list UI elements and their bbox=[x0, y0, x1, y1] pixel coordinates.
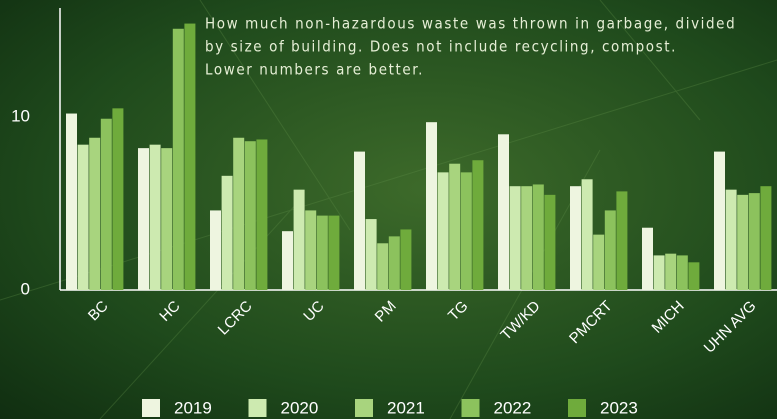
y-tick-label: 10 bbox=[11, 106, 30, 125]
bar bbox=[472, 160, 484, 290]
bar bbox=[509, 186, 521, 290]
legend-swatch bbox=[248, 399, 267, 417]
bar bbox=[426, 122, 437, 290]
bar bbox=[77, 144, 89, 290]
bar bbox=[760, 186, 772, 290]
bar bbox=[688, 262, 700, 290]
bar bbox=[449, 163, 461, 290]
legend-label: 2019 bbox=[174, 398, 212, 417]
bar bbox=[676, 255, 688, 290]
bar bbox=[184, 23, 196, 290]
legend-swatch bbox=[355, 399, 373, 417]
bar bbox=[282, 231, 293, 290]
bar bbox=[161, 148, 173, 290]
legend-label: 2021 bbox=[387, 398, 425, 417]
bar bbox=[305, 210, 317, 290]
bar bbox=[653, 255, 665, 290]
bar bbox=[593, 234, 605, 290]
bar bbox=[642, 227, 653, 290]
bar bbox=[316, 215, 328, 290]
legend-label: 2020 bbox=[281, 398, 319, 417]
bar bbox=[725, 189, 737, 290]
chart-title: by size of building. Does not include re… bbox=[205, 38, 677, 56]
bar bbox=[233, 137, 245, 290]
bar bbox=[244, 141, 256, 290]
chart-title: How much non-hazardous waste was thrown … bbox=[205, 15, 736, 33]
legend-label: 2023 bbox=[600, 398, 638, 417]
bar bbox=[748, 193, 760, 290]
bar bbox=[388, 236, 400, 290]
bar bbox=[221, 175, 233, 290]
bar bbox=[172, 28, 184, 290]
bar bbox=[210, 210, 221, 290]
bar bbox=[521, 186, 533, 290]
legend-swatch bbox=[568, 399, 586, 417]
bar bbox=[377, 243, 389, 290]
bar bbox=[737, 194, 749, 290]
bar bbox=[293, 189, 305, 290]
bar bbox=[616, 191, 628, 290]
bar bbox=[149, 144, 161, 290]
bar bbox=[570, 186, 581, 290]
bar bbox=[665, 253, 677, 290]
bar bbox=[544, 194, 556, 290]
bar bbox=[328, 215, 340, 290]
y-tick-label: 0 bbox=[21, 279, 30, 298]
bar bbox=[66, 113, 77, 290]
bar bbox=[714, 151, 725, 290]
bar bbox=[400, 229, 412, 290]
bar bbox=[100, 118, 112, 290]
legend-label: 2022 bbox=[494, 398, 532, 417]
bar bbox=[89, 137, 101, 290]
legend-swatch bbox=[142, 399, 160, 417]
bar bbox=[112, 108, 124, 290]
legend-swatch bbox=[461, 399, 480, 417]
chart-title: Lower numbers are better. bbox=[205, 61, 424, 79]
bar bbox=[354, 151, 365, 290]
bar bbox=[532, 184, 544, 290]
bar bbox=[138, 148, 149, 290]
bar bbox=[498, 134, 509, 290]
bar bbox=[460, 172, 472, 290]
bar bbox=[365, 219, 377, 290]
bar bbox=[437, 172, 449, 290]
bar bbox=[604, 210, 616, 290]
bar bbox=[581, 179, 593, 290]
bar bbox=[256, 139, 268, 290]
